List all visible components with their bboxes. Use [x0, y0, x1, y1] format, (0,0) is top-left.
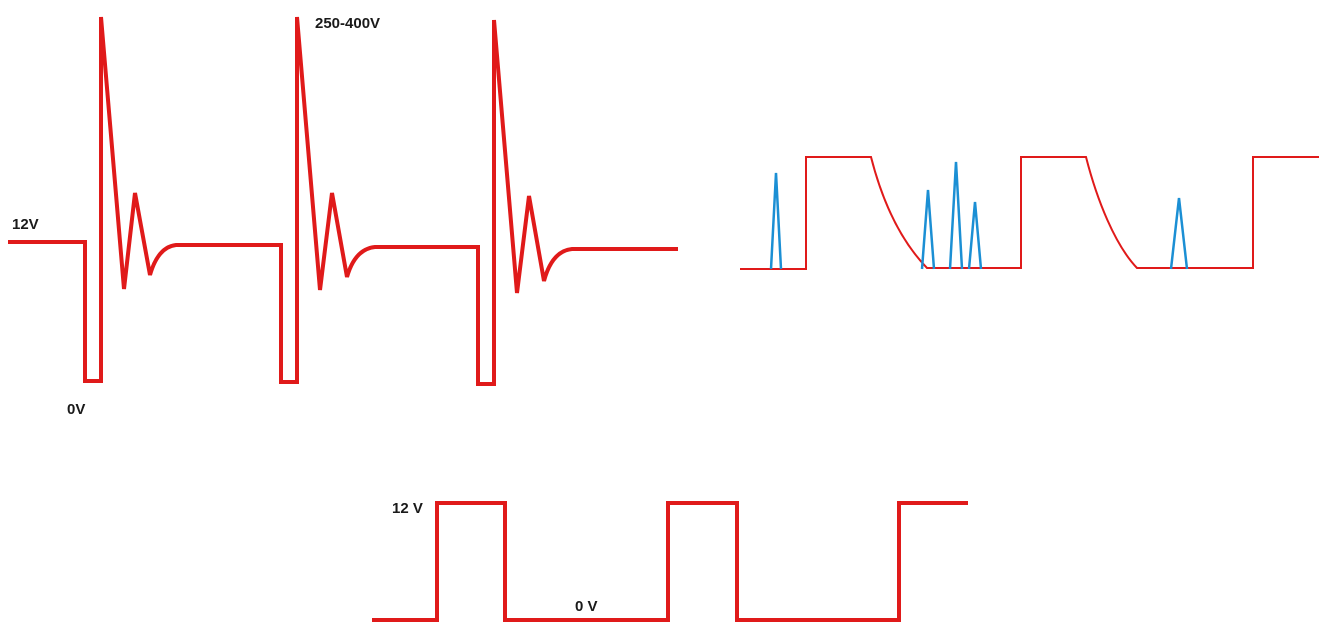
- noise-spike: [769, 172, 783, 270]
- noise-spike: [920, 189, 936, 270]
- noise-spike: [1169, 197, 1189, 270]
- peak-voltage-label: 250-400V: [315, 15, 380, 32]
- ground-voltage-label: 0V: [67, 401, 85, 418]
- ignition-waveform: 12V 0V 250-400V: [8, 15, 678, 418]
- noise-waveform-line: [740, 156, 1319, 270]
- ignition-waveform-line: [8, 16, 678, 386]
- noise-spike: [967, 201, 983, 270]
- pulse-waveform-line: [372, 501, 968, 622]
- noise-spike: [948, 161, 964, 270]
- supply-voltage-label: 12V: [12, 216, 39, 233]
- noise-waveform: [740, 156, 1319, 270]
- pulse-waveform: 12 V 0 V: [372, 500, 968, 622]
- high-level-label: 12 V: [392, 500, 423, 517]
- low-level-label: 0 V: [575, 598, 598, 615]
- noise-spikes: [769, 161, 1189, 270]
